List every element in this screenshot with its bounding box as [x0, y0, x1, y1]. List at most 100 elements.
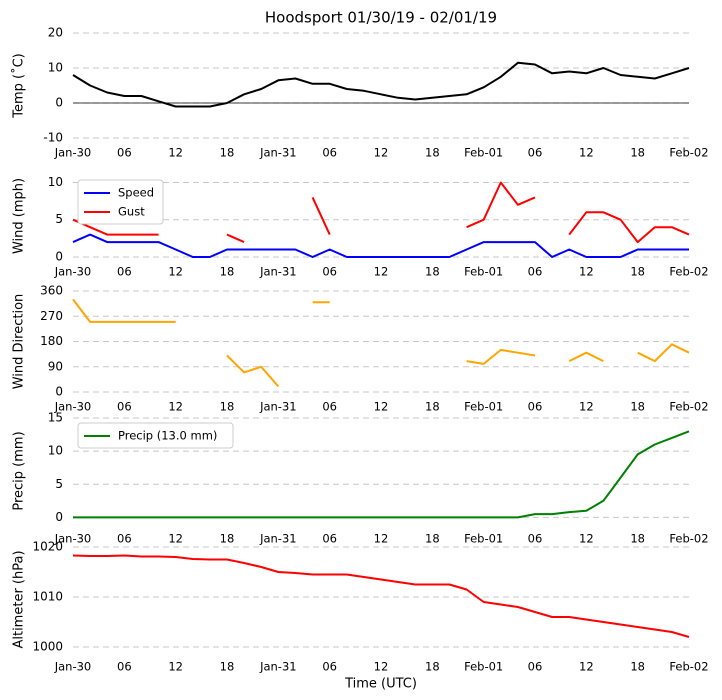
x-tick-label: 12	[168, 532, 183, 546]
y-tick-label: 180	[40, 334, 63, 348]
x-tick-label: 06	[322, 400, 337, 414]
y-tick-label: 10	[48, 61, 63, 75]
x-tick-label: 18	[220, 400, 235, 414]
x-tick-label: 12	[579, 660, 594, 674]
y-tick-label: 360	[40, 284, 63, 298]
x-tick-label: 12	[374, 400, 389, 414]
series-line	[73, 430, 690, 519]
x-tick-label: 12	[579, 532, 594, 546]
x-tick-label: Feb-01	[464, 265, 503, 279]
legend-box	[77, 422, 234, 449]
x-tick-label: 06	[322, 660, 337, 674]
y-axis-label: Altimeter (hPa)	[12, 550, 27, 648]
x-tick-label: 18	[425, 146, 440, 160]
x-tick-label: Feb-02	[669, 532, 708, 546]
y-tick-label: 270	[40, 309, 63, 323]
x-tick-label: Jan-31	[259, 265, 297, 279]
x-tick-label: 06	[322, 146, 337, 160]
x-tick-label: 18	[220, 660, 235, 674]
x-tick-label: 06	[528, 265, 543, 279]
x-tick-label: 18	[220, 532, 235, 546]
x-tick-label: 12	[374, 265, 389, 279]
y-tick-label: 1020	[32, 540, 63, 554]
y-tick-label: 5	[55, 212, 63, 226]
y-axis-label: Wind (mph)	[12, 178, 27, 254]
x-tick-label: 06	[528, 146, 543, 160]
x-tick-label: Jan-30	[54, 660, 92, 674]
x-tick-label: Feb-02	[669, 146, 708, 160]
legend-label: Speed	[118, 186, 154, 200]
x-tick-label: 18	[630, 532, 645, 546]
x-tick-label: 12	[168, 660, 183, 674]
x-tick-label: Jan-31	[259, 532, 297, 546]
x-tick-label: Feb-02	[669, 660, 708, 674]
x-tick-label: Jan-30	[54, 400, 92, 414]
x-tick-label: 06	[117, 400, 132, 414]
series-line	[72, 233, 689, 258]
x-tick-label: Jan-31	[259, 660, 297, 674]
x-tick-label: 06	[117, 532, 132, 546]
x-tick-label: 06	[322, 265, 337, 279]
x-tick-label: 18	[220, 146, 235, 160]
y-tick-label: 15	[48, 411, 63, 425]
y-tick-label: 10	[48, 175, 63, 189]
x-tick-label: 18	[425, 400, 440, 414]
x-tick-label: 12	[579, 265, 594, 279]
x-tick-label: Feb-01	[464, 660, 503, 674]
x-tick-label: 06	[322, 532, 337, 546]
x-tick-label: Jan-31	[259, 400, 297, 414]
x-tick-label: 06	[117, 146, 132, 160]
series-line	[72, 554, 690, 638]
x-tick-label: 12	[579, 400, 594, 414]
x-axis-label: Time (UTC)	[344, 677, 417, 692]
series-line	[72, 181, 690, 244]
x-tick-label: Jan-30	[54, 532, 92, 546]
x-tick-label: Feb-01	[464, 400, 503, 414]
x-tick-label: 12	[168, 265, 183, 279]
y-tick-label: 1010	[32, 590, 63, 604]
y-axis-label: Temp (˚C)	[11, 53, 27, 119]
x-tick-label: Feb-01	[464, 146, 503, 160]
y-tick-label: 0	[55, 510, 63, 524]
legend: Precip (13.0 mm)	[77, 422, 234, 449]
y-axis-label: Precip (mm)	[12, 431, 27, 510]
x-tick-label: Jan-31	[259, 146, 297, 160]
x-tick-label: Feb-01	[464, 532, 503, 546]
x-tick-label: 18	[630, 265, 645, 279]
legend: Speed Gust	[77, 179, 164, 225]
series-line	[72, 61, 690, 108]
y-axis-label: Wind Direction	[12, 294, 27, 390]
y-tick-label: 0	[55, 250, 63, 264]
y-tick-label: -10	[43, 131, 63, 145]
x-tick-label: 12	[374, 660, 389, 674]
y-tick-label: 1000	[32, 640, 63, 654]
x-tick-label: Feb-02	[669, 400, 708, 414]
x-tick-label: 06	[528, 660, 543, 674]
x-tick-label: 18	[425, 265, 440, 279]
x-tick-label: 12	[168, 400, 183, 414]
x-tick-label: 18	[630, 660, 645, 674]
x-tick-label: Feb-02	[669, 265, 708, 279]
x-tick-label: 12	[374, 532, 389, 546]
legend-label: Gust	[118, 205, 145, 219]
x-tick-label: 06	[528, 400, 543, 414]
series-line	[72, 298, 690, 388]
legend-label: Precip (13.0 mm)	[118, 429, 217, 443]
x-tick-label: Jan-30	[54, 265, 92, 279]
y-tick-label: 20	[48, 26, 63, 40]
x-tick-label: 18	[220, 265, 235, 279]
y-tick-label: 0	[55, 385, 63, 399]
x-tick-label: 12	[168, 146, 183, 160]
x-tick-label: 18	[425, 660, 440, 674]
x-tick-label: 12	[579, 146, 594, 160]
x-tick-label: 06	[117, 265, 132, 279]
x-tick-label: 06	[528, 532, 543, 546]
chart-title: Hoodsport 01/30/19 - 02/01/19	[265, 9, 497, 27]
x-tick-label: 18	[630, 146, 645, 160]
x-tick-label: 06	[117, 660, 132, 674]
x-tick-label: 18	[425, 532, 440, 546]
x-tick-label: 18	[630, 400, 645, 414]
y-tick-label: 90	[48, 359, 63, 373]
